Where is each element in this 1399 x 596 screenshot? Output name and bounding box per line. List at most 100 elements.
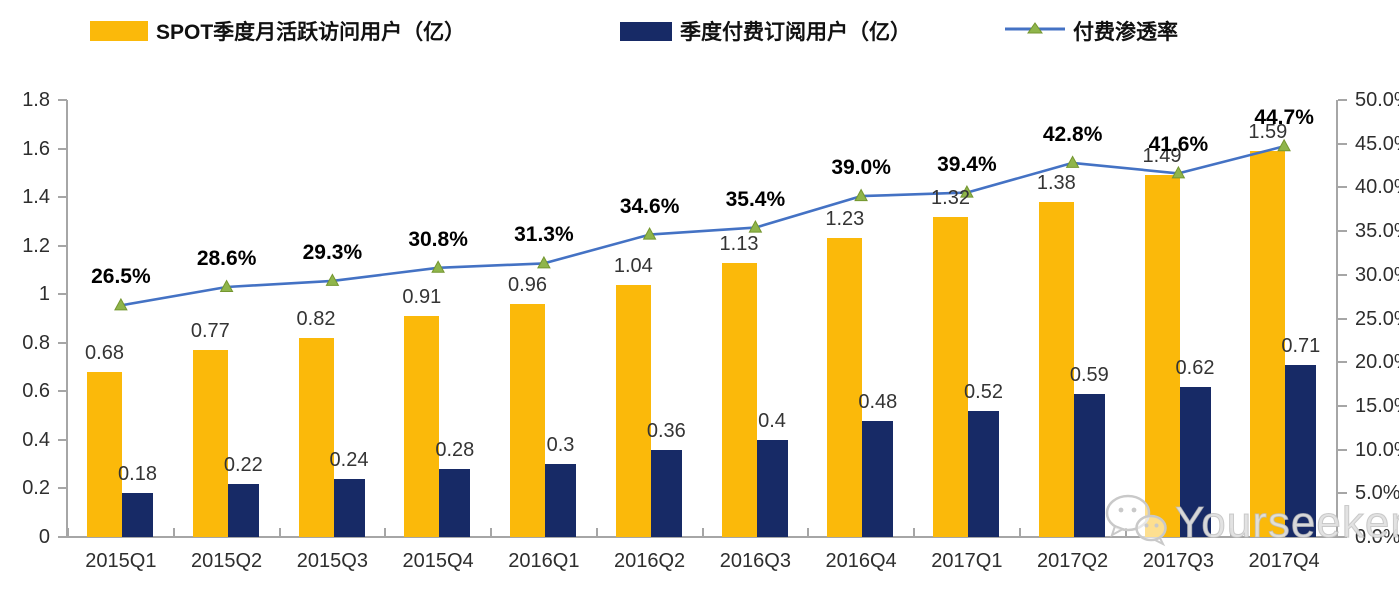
watermark: Yourseeker <box>1103 492 1399 553</box>
left-axis-tick-label: 0.2 <box>22 477 50 500</box>
mau-value-label: 1.49 <box>1142 145 1182 168</box>
subs-value-label: 0.52 <box>964 380 1003 403</box>
mau-value-label: 1.32 <box>931 186 970 209</box>
mau-value-label: 1.38 <box>1036 172 1076 194</box>
left-axis-tick-label: 0 <box>38 526 50 548</box>
penetration-legend-label: 付费渗透率 <box>1073 21 1178 44</box>
x-axis-label: 2015Q2 <box>191 550 263 572</box>
penetration-value-label: 28.6% <box>196 247 257 270</box>
x-axis-tick <box>490 528 492 536</box>
x-axis-tick <box>67 528 69 536</box>
line-legend-marker-icon <box>1005 21 1065 42</box>
subs-bar <box>968 410 999 537</box>
right-axis-tick <box>1338 273 1347 276</box>
subs-value-label: 0.48 <box>858 390 898 413</box>
subs-value-label: 0.36 <box>646 419 686 442</box>
penetration-value-label: 39.4% <box>937 152 997 176</box>
subs-bar <box>1285 364 1317 537</box>
penetration-point <box>642 227 657 240</box>
subs-bar <box>545 464 576 537</box>
right-axis-tick <box>1338 230 1347 233</box>
mau-bar <box>1250 151 1286 537</box>
right-axis-tick-label: 10.0% <box>1355 438 1399 461</box>
right-axis-tick-label: 20.0% <box>1355 351 1399 374</box>
mau-value-label: 1.23 <box>825 208 865 231</box>
right-axis-tick <box>1338 186 1347 189</box>
left-axis-tick-label: 0.8 <box>22 331 50 354</box>
x-axis-label: 2016Q4 <box>825 550 897 572</box>
legend-item-penetration: 付费渗透率 <box>1005 16 1178 46</box>
mau-bar <box>298 337 334 537</box>
mau-value-label: 1.04 <box>613 254 653 277</box>
x-axis-tick <box>1018 528 1021 536</box>
subs-bar <box>1073 393 1105 537</box>
subs-bar <box>227 483 259 537</box>
x-axis-label: 2015Q4 <box>402 550 474 572</box>
x-axis-tick <box>913 528 915 536</box>
left-axis-tick-label: 0.4 <box>22 428 50 451</box>
subs-legend-label: 季度付费订阅用户（亿） <box>680 21 911 44</box>
penetration-point <box>431 260 445 273</box>
penetration-point <box>1065 155 1080 168</box>
penetration-point <box>748 220 763 233</box>
left-axis-tick <box>58 99 67 101</box>
mau-bar <box>1038 202 1074 537</box>
x-axis-label: 2016Q2 <box>614 550 686 572</box>
mau-bar <box>87 371 122 537</box>
mau-bar <box>192 350 228 537</box>
penetration-point <box>854 188 868 202</box>
left-axis-tick-label: 1 <box>38 283 50 306</box>
penetration-value-label: 42.8% <box>1042 122 1103 146</box>
mau-legend-label: SPOT季度月活跃访问用户（亿） <box>156 21 466 44</box>
wechat-icon <box>1103 492 1169 553</box>
right-axis-line <box>1336 100 1338 538</box>
mau-value-label: 0.96 <box>508 273 547 296</box>
right-axis-tick-label: 45.0% <box>1355 132 1399 155</box>
mau-value-label: 0.91 <box>402 286 442 309</box>
mau-bar <box>404 316 440 537</box>
right-axis-tick-label: 50.0% <box>1355 89 1399 111</box>
x-axis-label: 2017Q2 <box>1037 550 1109 572</box>
penetration-value-label: 30.8% <box>408 227 468 251</box>
penetration-point <box>537 255 551 269</box>
penetration-value-label: 41.6% <box>1148 133 1209 157</box>
left-axis-tick <box>58 293 67 296</box>
left-axis-tick <box>58 390 67 393</box>
mau-bar <box>1144 175 1180 537</box>
left-axis-tick-label: 1.4 <box>22 186 50 209</box>
right-axis-tick <box>1338 99 1347 101</box>
watermark-text: Yourseeker <box>1175 497 1399 547</box>
penetration-point <box>1277 138 1291 152</box>
left-axis-tick <box>58 438 67 441</box>
left-axis-tick <box>58 341 67 344</box>
x-axis-label: 2017Q1 <box>931 550 1003 572</box>
mau-bar <box>721 262 757 537</box>
right-axis-tick-label: 0.0% <box>1355 526 1399 548</box>
right-axis-tick <box>1338 361 1347 364</box>
right-axis-tick-label: 5.0% <box>1355 482 1399 505</box>
left-axis-tick <box>58 244 67 247</box>
legend-item-mau: SPOT季度月活跃访问用户（亿） <box>90 16 465 46</box>
subs-bar <box>333 478 365 537</box>
penetration-point <box>1171 165 1186 179</box>
x-axis-tick <box>1336 528 1338 536</box>
x-axis-tick <box>172 528 175 536</box>
x-axis-tick <box>278 528 281 536</box>
right-axis-tick <box>1338 142 1347 145</box>
mau-value-label: 0.68 <box>85 341 124 364</box>
penetration-value-label: 44.7% <box>1254 106 1314 130</box>
x-axis-tick <box>701 528 704 536</box>
mau-value-label: 0.82 <box>296 307 336 330</box>
right-axis-tick-label: 30.0% <box>1355 263 1399 286</box>
right-axis-tick <box>1338 492 1347 495</box>
x-axis-tick <box>595 528 598 536</box>
x-axis-tick <box>1124 528 1127 536</box>
left-axis-tick <box>58 536 67 538</box>
x-axis-tick <box>1230 528 1233 536</box>
subs-bar <box>756 439 788 537</box>
subs-bar <box>650 449 682 537</box>
subs-value-label: 0.62 <box>1175 356 1215 379</box>
mau-bar <box>615 284 651 537</box>
penetration-point <box>325 273 340 286</box>
left-axis-tick-label: 1.6 <box>22 137 50 160</box>
